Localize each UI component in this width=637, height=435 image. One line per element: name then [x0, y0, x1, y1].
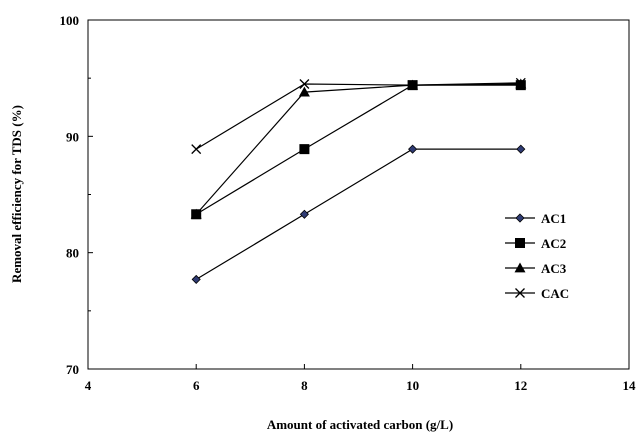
data-point-ac2	[299, 144, 310, 155]
data-point-ac1	[299, 209, 309, 219]
x-axis-label: Amount of activated carbon (g/L)	[267, 417, 453, 432]
legend-label: AC2	[541, 236, 566, 251]
legend-label: AC1	[541, 211, 566, 226]
data-point-cac	[515, 77, 526, 88]
legend: AC1 AC2 AC3 CAC	[505, 211, 569, 301]
y-tick-label: 70	[66, 362, 79, 377]
x-tick-label: 6	[193, 378, 200, 393]
legend-label: AC3	[541, 261, 567, 276]
legend-item-ac3: AC3	[505, 261, 567, 276]
data-point-ac1	[191, 274, 201, 284]
legend-item-ac2: AC2	[505, 236, 566, 251]
axes: 70 80 90 100 4 6 8 10 12 14	[60, 13, 637, 393]
series-ac1	[191, 144, 526, 284]
series-line-ac1	[195, 148, 521, 280]
legend-marker	[515, 238, 525, 248]
plot-area	[87, 19, 630, 370]
series-line-cac	[195, 82, 521, 150]
series-layer	[190, 77, 527, 284]
y-tick-label: 80	[66, 246, 79, 261]
legend-label: CAC	[541, 286, 569, 301]
data-point-cac	[299, 79, 310, 89]
y-tick-label: 100	[60, 13, 80, 28]
data-point-ac1	[516, 144, 526, 154]
legend-item-cac: CAC	[505, 286, 569, 301]
y-axis-label: Removal efficiency for TDS (%)	[9, 105, 24, 283]
x-tick-label: 14	[623, 378, 637, 393]
x-tick-label: 10	[406, 378, 419, 393]
x-tick-label: 12	[514, 378, 527, 393]
legend-marker	[514, 262, 526, 273]
legend-marker	[515, 213, 525, 223]
data-point-cac	[191, 144, 202, 155]
series-cac	[191, 77, 526, 155]
data-point-ac3	[298, 86, 310, 97]
x-tick-label: 4	[85, 378, 92, 393]
legend-marker	[515, 288, 525, 298]
data-point-ac1	[408, 144, 418, 154]
y-tick-label: 90	[66, 129, 79, 144]
data-point-ac3	[190, 208, 202, 219]
x-tick-label: 8	[301, 378, 308, 393]
data-point-cac	[407, 80, 418, 91]
legend-item-ac1: AC1	[505, 211, 566, 226]
